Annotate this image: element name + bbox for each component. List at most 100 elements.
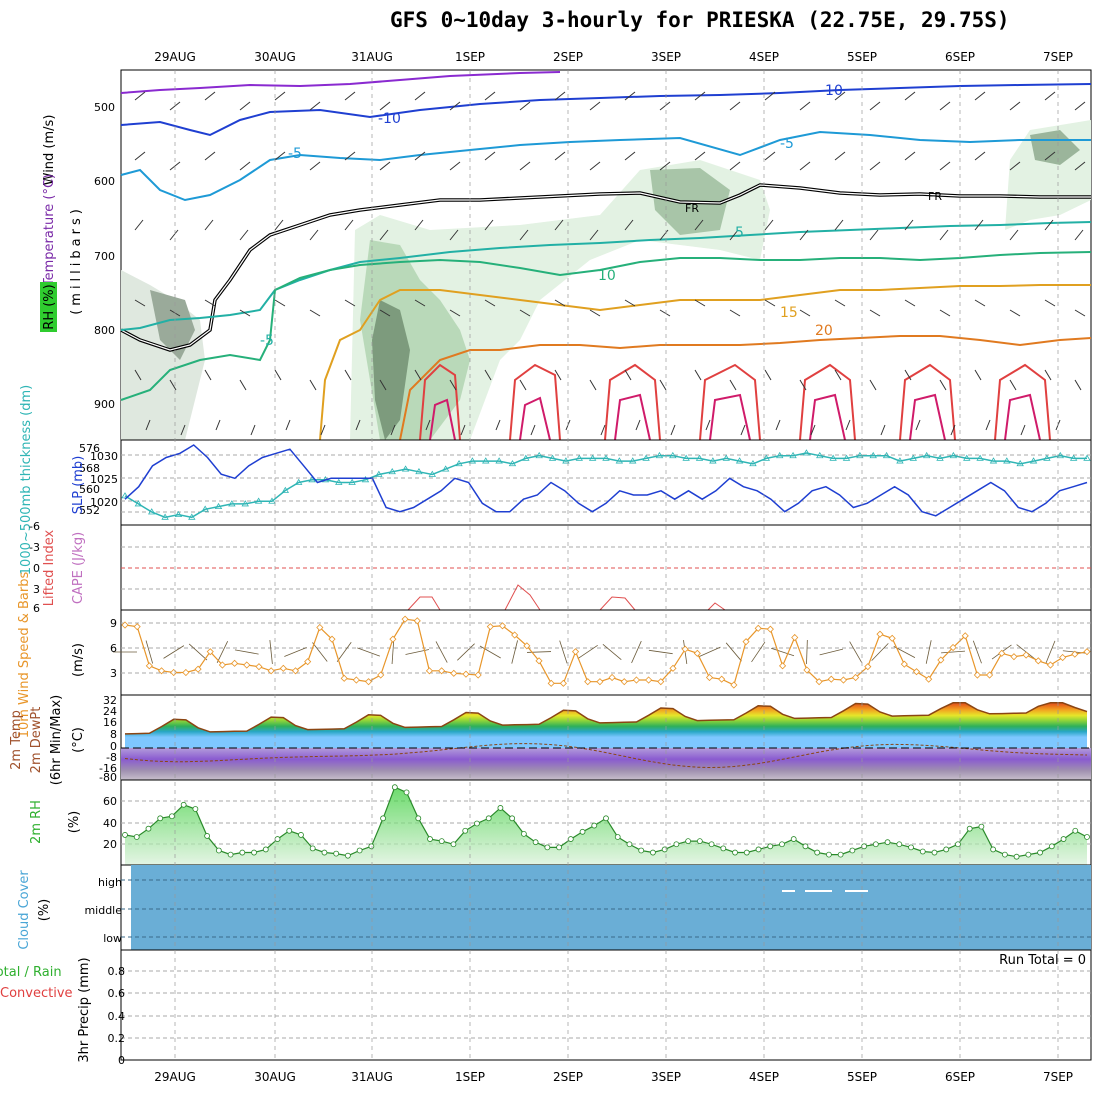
contour-label-3: -5: [288, 146, 302, 162]
rh-point-59: [815, 850, 820, 855]
rh-tick-20: 20: [103, 838, 117, 851]
rh-point-29: [463, 828, 468, 833]
rh-point-26: [428, 837, 433, 842]
label-wind-unit: (m/s): [71, 643, 86, 677]
date-bottom-30AUG: 30AUG: [254, 1070, 296, 1084]
rh-point-27: [439, 839, 444, 844]
run-total: Run Total = 0: [999, 953, 1086, 968]
rh-point-1: [134, 834, 139, 839]
rh-point-57: [791, 837, 796, 842]
date-top-31AUG: 31AUG: [351, 50, 393, 64]
upper-air-frame: [121, 70, 1091, 440]
label-2m-rh: 2m RH: [29, 800, 44, 844]
wind-tick-6: 6: [110, 642, 117, 655]
contour-label-9: 10: [598, 268, 616, 284]
upper-air-panel: -10 -10 -5 -5 5 FR FR -5 10 15 20 5 500 …: [40, 70, 1091, 440]
rh-point-0: [123, 832, 128, 837]
rh-point-12: [263, 847, 268, 852]
rh-point-54: [756, 847, 761, 852]
rh-point-19: [345, 853, 350, 858]
label-convective: Convective: [0, 986, 73, 1001]
rh-point-77: [1026, 852, 1031, 857]
contour-label-11: 20: [815, 323, 833, 339]
rh-point-5: [181, 802, 186, 807]
label-cloud-cover: Cloud Cover: [17, 870, 32, 950]
label-cloud-unit: (%): [37, 899, 52, 922]
rh-point-42: [615, 834, 620, 839]
rh-point-24: [404, 790, 409, 795]
rh-point-28: [451, 842, 456, 847]
temperature-panel: 32 24 16 8 0 -8 -16 -80 2m Temp 2m DewPt…: [9, 694, 1091, 785]
rh-point-30: [474, 821, 479, 826]
rh-point-78: [1038, 850, 1043, 855]
rh-point-43: [627, 842, 632, 847]
date-top-1SEP: 1SEP: [455, 50, 485, 64]
rh-point-36: [545, 845, 550, 850]
stability-panel: -6 -3 0 3 6 Lifted Index CAPE (J/kg): [29, 520, 1091, 615]
rh-point-25: [416, 816, 421, 821]
rh-point-17: [322, 850, 327, 855]
date-top-30AUG: 30AUG: [254, 50, 296, 64]
rh-point-64: [873, 842, 878, 847]
date-bottom-5SEP: 5SEP: [847, 1070, 877, 1084]
rh-point-81: [1073, 828, 1078, 833]
precip-tick-0: 0: [118, 1054, 125, 1067]
cloud-panel: high middle low Cloud Cover (%): [17, 865, 1091, 950]
contour-label-10: 15: [780, 305, 798, 321]
date-bottom-29AUG: 29AUG: [154, 1070, 196, 1084]
rh-panel: 60 40 20 2m RH (%): [29, 780, 1091, 865]
rh-point-53: [744, 850, 749, 855]
rh-point-79: [1049, 844, 1054, 849]
cloud-tick-low: low: [103, 932, 122, 945]
rh-point-80: [1061, 837, 1066, 842]
li-tick-minus3: -3: [29, 541, 40, 554]
precip-panel: 0.8 0.6 0.4 0.2 0 Run Total = 0 Total / …: [0, 950, 1091, 1067]
rh-point-74: [991, 847, 996, 852]
rh-point-49: [697, 839, 702, 844]
temp-tick-minus80: -80: [99, 771, 117, 784]
rh-tick-60: 60: [103, 795, 117, 808]
precip-tick-06: 0.6: [108, 987, 126, 1000]
rh-point-23: [392, 785, 397, 790]
rh-point-69: [932, 850, 937, 855]
rh-point-37: [557, 845, 562, 850]
rh-point-2: [146, 826, 151, 831]
label-temperature: Temperature (°C): [42, 174, 57, 287]
rh-point-3: [158, 816, 163, 821]
date-bottom-7SEP: 7SEP: [1043, 1070, 1073, 1084]
rh-point-65: [885, 840, 890, 845]
precip-tick-04: 0.4: [108, 1010, 126, 1023]
date-top-6SEP: 6SEP: [945, 50, 975, 64]
rh-point-56: [779, 842, 784, 847]
rh-point-55: [768, 844, 773, 849]
slp-tick-1020: 1020: [90, 496, 118, 509]
li-tick-0: 0: [33, 562, 40, 575]
rh-point-45: [650, 850, 655, 855]
rh-point-22: [381, 816, 386, 821]
label-temp-unit: (°C): [71, 727, 86, 753]
li-tick-6: 6: [33, 602, 40, 615]
cloud-tick-high: high: [98, 876, 122, 889]
contour-label-4: -5: [780, 136, 794, 152]
rh-point-14: [287, 828, 292, 833]
contour-label-1: -10: [820, 83, 843, 99]
rh-point-9: [228, 852, 233, 857]
date-bottom-3SEP: 3SEP: [651, 1070, 681, 1084]
rh-point-76: [1014, 854, 1019, 859]
pressure-ticks: 500 600 700 800 900: [94, 101, 115, 411]
label-slp: SLP (mb): [71, 456, 86, 515]
precip-frame: [121, 950, 1091, 1060]
label-total-rain: Total / Rain: [0, 965, 62, 980]
wind-tick-3: 3: [110, 667, 117, 680]
rh-point-13: [275, 837, 280, 842]
tick-700: 700: [94, 250, 115, 263]
rh-point-51: [721, 846, 726, 851]
rh-point-75: [1002, 852, 1007, 857]
rh-point-39: [580, 829, 585, 834]
li-tick-3: 3: [33, 583, 40, 596]
rh-point-18: [334, 851, 339, 856]
rh-point-82: [1085, 834, 1090, 839]
date-top-29AUG: 29AUG: [154, 50, 196, 64]
contour-label-7: FR: [928, 190, 942, 203]
rh-point-4: [169, 814, 174, 819]
